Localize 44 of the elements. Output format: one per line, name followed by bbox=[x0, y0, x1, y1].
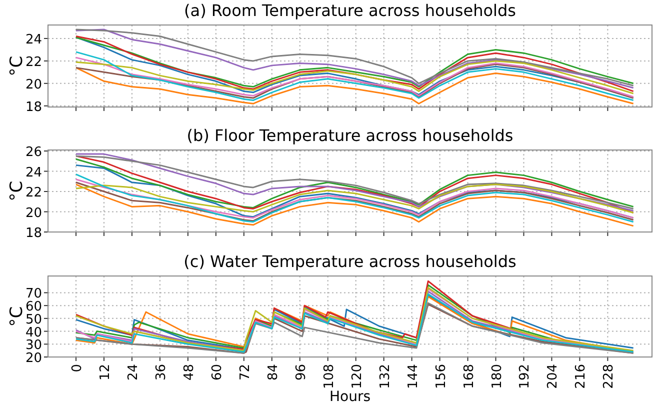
y-tick-label: 70 bbox=[25, 286, 42, 302]
chart-title: (b) Floor Temperature across households bbox=[186, 126, 514, 145]
x-tick-label: 144 bbox=[406, 364, 421, 389]
y-tick-label: 22 bbox=[25, 54, 42, 70]
x-tick-label: 12 bbox=[98, 364, 113, 381]
x-axis-title: Hours bbox=[329, 389, 371, 405]
x-tick-label: 72 bbox=[238, 364, 253, 381]
y-axis-title: °C bbox=[7, 306, 27, 327]
y-tick-label: 18 bbox=[25, 226, 42, 241]
y-tick-label: 60 bbox=[25, 300, 42, 315]
x-tick-label: 132 bbox=[378, 364, 393, 389]
x-tick-label: 36 bbox=[154, 364, 169, 381]
y-tick-label: 24 bbox=[25, 165, 42, 180]
x-tick-label: 204 bbox=[546, 364, 561, 389]
x-tick-label: 84 bbox=[266, 364, 281, 381]
y-axis-title: °C bbox=[7, 56, 27, 76]
y-tick-label: 22 bbox=[25, 186, 42, 201]
y-tick-label: 24 bbox=[25, 32, 42, 48]
x-tick-label: 48 bbox=[182, 364, 197, 381]
x-tick-label: 156 bbox=[434, 364, 449, 389]
x-tick-label: 180 bbox=[490, 364, 505, 389]
y-tick-label: 50 bbox=[25, 312, 42, 328]
x-tick-label: 96 bbox=[294, 364, 309, 381]
chart-title: (c) Water Temperature across households bbox=[184, 252, 516, 271]
x-tick-label: 108 bbox=[322, 364, 337, 389]
x-tick-label: 24 bbox=[126, 364, 141, 381]
x-tick-label: 168 bbox=[462, 364, 477, 389]
x-tick-label: 228 bbox=[602, 364, 617, 389]
line-series bbox=[75, 51, 634, 102]
x-tick-label: 216 bbox=[574, 364, 589, 389]
x-tick-label: 0 bbox=[70, 364, 85, 372]
chart-title: (a) Room Temperature across households bbox=[184, 1, 516, 20]
line-series bbox=[75, 66, 634, 104]
y-tick-label: 20 bbox=[25, 351, 42, 366]
y-tick-label: 20 bbox=[25, 206, 42, 221]
y-tick-label: 40 bbox=[25, 325, 42, 340]
x-tick-label: 192 bbox=[518, 364, 533, 389]
y-axis-title: °C bbox=[7, 180, 27, 202]
x-tick-label: 120 bbox=[350, 364, 365, 389]
y-tick-label: 26 bbox=[25, 145, 42, 160]
y-tick-label: 20 bbox=[25, 77, 42, 92]
x-tick-label: 60 bbox=[210, 364, 225, 381]
y-tick-label: 30 bbox=[25, 338, 42, 354]
y-tick-label: 18 bbox=[25, 100, 42, 115]
